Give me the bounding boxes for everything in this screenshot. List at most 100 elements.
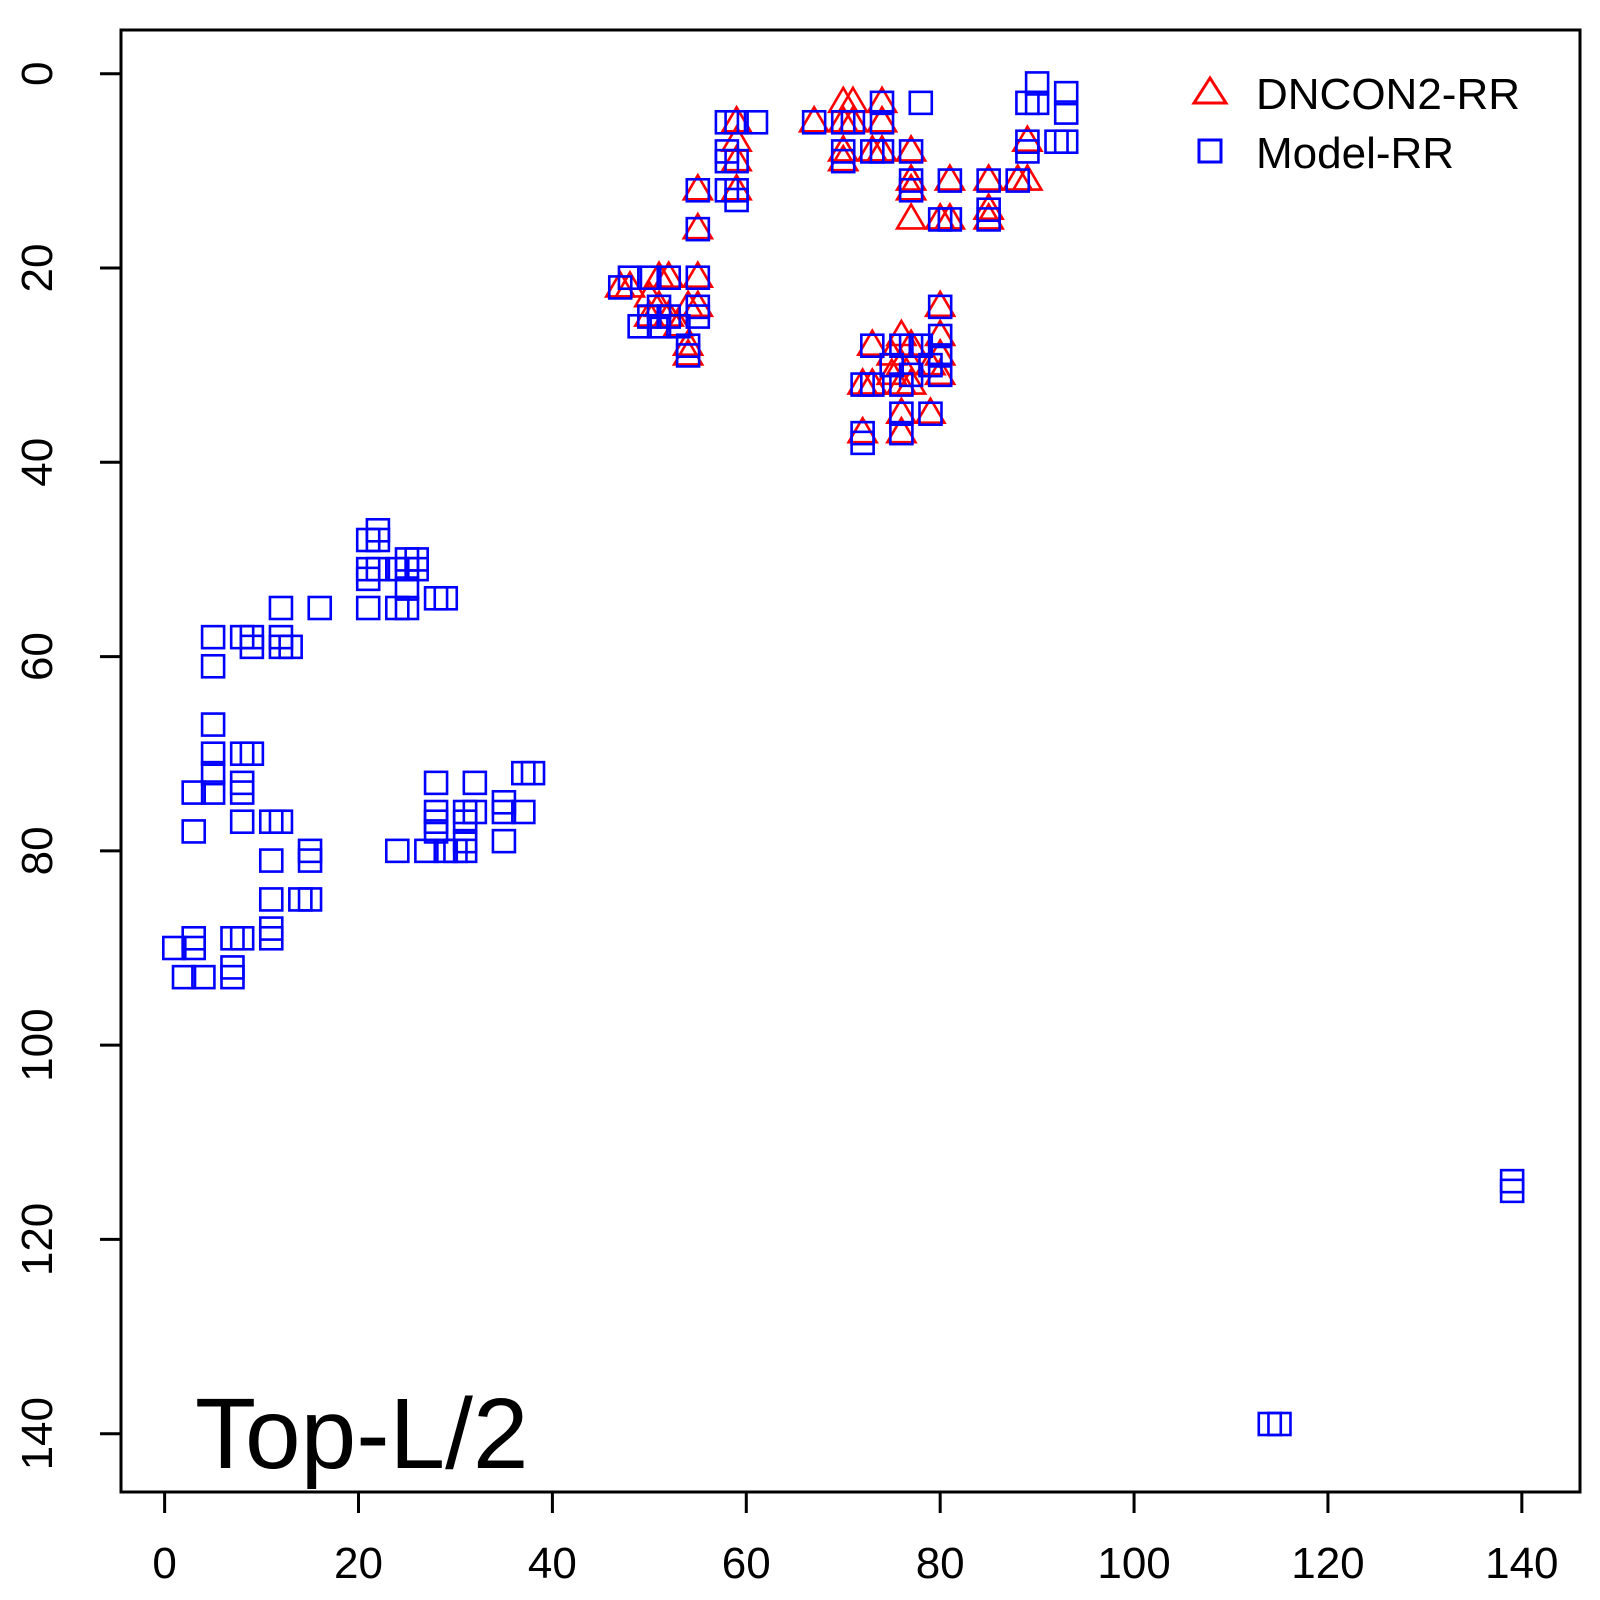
- model-rr-point: [404, 556, 429, 582]
- model-rr-point: [908, 333, 934, 359]
- model-rr-point: [307, 595, 333, 621]
- model-rr-point: [937, 168, 963, 193]
- dncon2-rr-point: [914, 396, 947, 425]
- dncon2-rr-point: [894, 328, 928, 357]
- data-points: [162, 71, 1525, 1437]
- model-rr-point: [685, 265, 711, 291]
- dncon2-rr-point: [933, 201, 967, 230]
- model-rr-point: [220, 925, 245, 951]
- model-rr-point: [384, 838, 410, 864]
- x-tick-label: 120: [1291, 1539, 1364, 1588]
- model-rr-point: [927, 294, 953, 320]
- model-rr-point: [181, 780, 207, 805]
- y-tick-label: 20: [13, 244, 62, 293]
- model-rr-point: [200, 741, 226, 767]
- model-rr-point: [801, 109, 827, 135]
- model-rr-point: [830, 148, 856, 174]
- x-tick-label: 140: [1485, 1539, 1558, 1588]
- model-rr-point: [423, 819, 449, 844]
- model-rr-point: [181, 935, 207, 961]
- model-rr-point: [365, 556, 391, 582]
- y-tick-label: 60: [13, 632, 62, 681]
- y-tick-label: 140: [13, 1397, 62, 1470]
- model-rr-point: [918, 352, 943, 378]
- model-rr-point: [200, 653, 226, 679]
- model-rr-point: [200, 780, 226, 805]
- model-rr-point: [491, 828, 517, 854]
- model-rr-point: [1499, 1178, 1525, 1204]
- model-rr-point: [1044, 129, 1069, 155]
- model-rr-point: [355, 595, 381, 621]
- model-rr-point: [666, 313, 691, 339]
- dncon2-rr-point: [923, 357, 957, 386]
- dncon2-rr-point: [933, 162, 967, 191]
- model-rr-point: [1024, 90, 1050, 116]
- model-rr-point: [869, 90, 895, 116]
- model-rr-point: [1053, 100, 1079, 125]
- dncon2-rr-point: [914, 347, 947, 376]
- dncon2-rr-point: [1011, 162, 1044, 191]
- model-rr-point: [288, 887, 313, 912]
- dncon2-rr-point: [856, 328, 889, 357]
- chart-annotation: Top-L/2: [195, 1378, 529, 1490]
- dncon2-rr-point: [681, 172, 715, 201]
- dncon2-rr-point: [826, 133, 860, 162]
- dncon2-rr-point: [894, 201, 928, 230]
- model-rr-point: [423, 770, 449, 796]
- dncon2-rr-point: [846, 415, 879, 444]
- dncon2-rr-point: [720, 143, 753, 172]
- dncon2-rr-point: [923, 289, 957, 318]
- dncon2-rr-point: [894, 162, 928, 191]
- dncon2-rr-point: [613, 269, 647, 298]
- x-tick-label: 20: [334, 1539, 383, 1588]
- dncon2-rr-point: [836, 104, 870, 133]
- model-rr-point: [229, 780, 255, 805]
- model-rr-point: [860, 372, 885, 397]
- y-tick-label: 100: [13, 1008, 62, 1081]
- model-rr-point: [258, 925, 284, 951]
- y-tick-label: 0: [13, 61, 62, 85]
- model-rr-point: [937, 207, 963, 232]
- x-tick-label: 80: [916, 1539, 965, 1588]
- legend-label-dncon2-rr: DNCON2-RR: [1256, 70, 1520, 119]
- legend-label-model-rr: Model-RR: [1256, 129, 1454, 178]
- model-rr-point: [229, 741, 255, 767]
- model-rr-point: [433, 585, 459, 611]
- model-rr-point: [918, 401, 943, 427]
- model-rr-point: [976, 168, 1001, 193]
- dncon2-rr-point: [865, 133, 899, 162]
- model-rr-point: [414, 838, 439, 864]
- model-rr-point: [229, 809, 255, 835]
- model-rr-point: [840, 109, 866, 135]
- model-rr-point: [278, 634, 303, 660]
- dncon2-rr-point: [865, 104, 899, 133]
- model-rr-point: [200, 712, 226, 737]
- model-rr-point: [181, 819, 207, 844]
- model-rr-point: [297, 887, 323, 912]
- model-rr-point: [191, 964, 216, 990]
- dncon2-rr-point: [681, 260, 715, 289]
- model-rr-point: [675, 343, 701, 368]
- dncon2-rr-point: [720, 104, 753, 133]
- dncon2-rr-point: [1011, 124, 1044, 153]
- dncon2-rr-point: [972, 201, 1005, 230]
- model-rr-point: [200, 624, 226, 650]
- model-rr-point: [869, 109, 895, 135]
- model-rr-point: [229, 925, 255, 951]
- model-rr-point: [220, 964, 245, 990]
- model-rr-point: [685, 177, 711, 203]
- model-rr-point: [685, 216, 711, 242]
- model-rr-point: [297, 848, 323, 873]
- model-rr-point: [239, 741, 265, 767]
- dncon2-rr-point: [681, 211, 715, 240]
- dncon2-rr-point: [633, 298, 666, 327]
- model-rr-point: [394, 576, 420, 601]
- model-rr-point: [258, 809, 284, 835]
- model-rr-point: [617, 265, 643, 291]
- dncon2-rr-point: [894, 172, 928, 201]
- dncon2-rr-point: [797, 104, 831, 133]
- model-rr-point: [889, 420, 914, 446]
- legend: DNCON2-RR Model-RR: [1191, 70, 1520, 178]
- model-rr-point: [656, 265, 682, 291]
